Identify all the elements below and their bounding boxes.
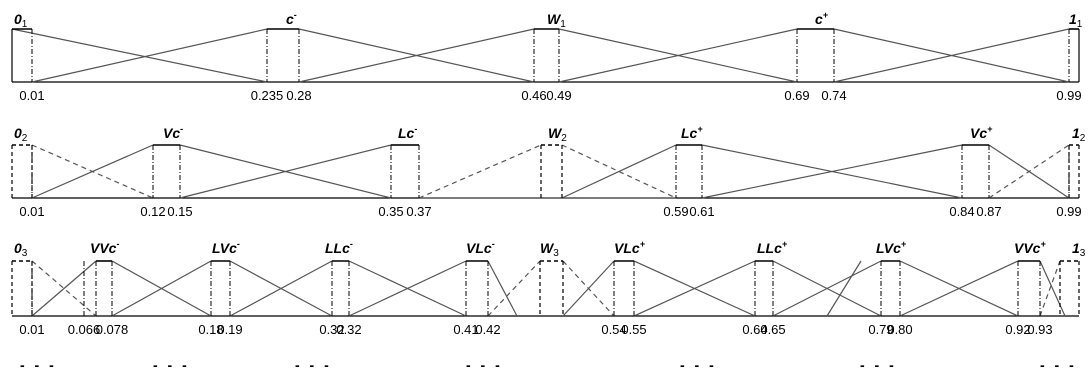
- set-label: LLc+: [757, 239, 788, 256]
- membership-edge: [772, 260, 882, 317]
- membership-edge: [111, 260, 212, 317]
- tick-label: 0.32: [319, 322, 344, 337]
- tick-label: 0.61: [689, 204, 714, 219]
- membership-edge: [487, 260, 518, 317]
- membership-edge: [561, 144, 677, 199]
- continuation-mark: - - -: [295, 357, 332, 373]
- tick-label: 0.65: [760, 322, 785, 337]
- membership-edge: [179, 144, 392, 199]
- tick-label: 0.93: [1027, 322, 1052, 337]
- set-label: 12: [1072, 125, 1086, 144]
- tick-label: 0.078: [96, 322, 129, 337]
- tick-label: 0.15: [167, 204, 192, 219]
- tick-label: 0.84: [949, 204, 974, 219]
- tick-label: 0.59: [663, 204, 688, 219]
- set-label: Vc-: [163, 124, 183, 141]
- tick-label: 0.32: [336, 322, 361, 337]
- set-label: 03: [14, 240, 28, 259]
- tick-label: 0.74: [821, 88, 846, 103]
- tick-label: 0.35: [378, 204, 403, 219]
- continuation-mark: - - -: [680, 357, 717, 373]
- tick-label: 0.18: [198, 322, 223, 337]
- tick-label: 0.41: [453, 322, 478, 337]
- tick-label: 0.01: [19, 322, 44, 337]
- set-label: VLc+: [614, 239, 646, 256]
- set-label: LLc-: [325, 239, 353, 256]
- membership-edge: [633, 260, 756, 317]
- membership-edge: [1039, 260, 1066, 317]
- membership-edge-dashed: [1039, 260, 1061, 317]
- membership-edge: [348, 260, 467, 317]
- tick-label: 0.37: [406, 204, 431, 219]
- membership-edge: [31, 28, 268, 83]
- partition-row-1: 0.01 0.235 0.28 0.46 0.49 0.69 0.74 0.99 01 c- W1 c…: [11, 10, 1083, 103]
- tick-label: 0.19: [217, 322, 242, 337]
- tick-label: 0.87: [976, 204, 1001, 219]
- tick-label: 0.066: [68, 322, 101, 337]
- set-label: 02: [14, 125, 28, 144]
- membership-edge: [11, 28, 268, 83]
- tick-label: 0.42: [475, 322, 500, 337]
- set-label: Lc-: [398, 124, 417, 141]
- membership-edge: [298, 28, 535, 83]
- membership-edge-dashed: [418, 144, 542, 199]
- set-label: 01: [14, 11, 28, 30]
- set-label: 11: [1069, 11, 1083, 30]
- tick-label: 0.46: [521, 88, 546, 103]
- tick-label: 0.12: [140, 204, 165, 219]
- membership-edge: [558, 28, 798, 83]
- tick-label: 0.79: [868, 322, 893, 337]
- membership-edge-dashed: [562, 260, 615, 317]
- tick-label: 0.99: [1056, 88, 1081, 103]
- membership-edge: [31, 260, 97, 317]
- continuation-mark: - - -: [1040, 357, 1077, 373]
- tick-label: 0.55: [621, 322, 646, 337]
- membership-edge: [701, 144, 963, 199]
- continuation-dots: - - -- - -- - -- - -- - -- - -- - -: [20, 357, 1077, 373]
- tick-label: 0.49: [546, 88, 571, 103]
- set-label: VVc-: [90, 239, 119, 256]
- set-label: W1: [547, 11, 566, 30]
- partition-row-2: 0.01 0.12 0.15 0.35 0.37 0.59 0.61 0.84 0.87 0.99…: [11, 124, 1086, 219]
- membership-edge-dashed: [561, 144, 677, 199]
- tick-label: 0.54: [601, 322, 626, 337]
- tick-label: 0.92: [1005, 322, 1030, 337]
- set-label: W2: [548, 125, 567, 144]
- tick-label: 0.99: [1056, 204, 1081, 219]
- set-label: LVc-: [212, 239, 240, 256]
- set-label: VLc-: [466, 239, 495, 256]
- tick-label: 0.64: [742, 322, 767, 337]
- set-label: c-: [286, 10, 297, 27]
- set-label: Vc+: [970, 124, 993, 141]
- tick-label: 0.28: [286, 88, 311, 103]
- continuation-mark: - - -: [860, 357, 897, 373]
- tick-label: 0.01: [19, 204, 44, 219]
- set-label: 13: [1072, 240, 1086, 259]
- set-label: Lc+: [681, 124, 703, 141]
- membership-edge: [833, 28, 1070, 83]
- set-label: VVc+: [1014, 239, 1046, 256]
- set-label: c+: [815, 10, 829, 27]
- continuation-mark: - - -: [466, 357, 503, 373]
- set-label: W3: [540, 240, 559, 259]
- membership-edge-dashed: [988, 144, 1070, 199]
- tick-label: 0.69: [784, 88, 809, 103]
- continuation-mark: - - -: [20, 357, 57, 373]
- tick-label: 0.01: [19, 88, 44, 103]
- set-label: LVc+: [876, 239, 907, 256]
- membership-edge: [229, 260, 333, 317]
- membership-edge-dashed: [487, 260, 541, 317]
- tick-label: 0.235: [251, 88, 284, 103]
- membership-edge: [826, 260, 862, 317]
- tick-label: 0.80: [887, 322, 912, 337]
- membership-edge: [899, 260, 1019, 317]
- continuation-mark: - - -: [153, 357, 190, 373]
- membership-edge-dashed: [31, 144, 154, 199]
